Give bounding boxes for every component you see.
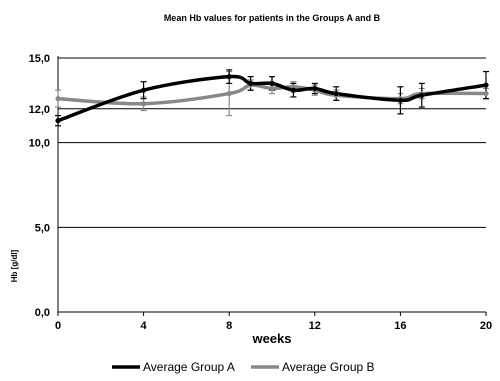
chart-title: Mean Hb values for patients in the Group… bbox=[164, 13, 381, 23]
data-point-group-a bbox=[483, 82, 489, 88]
data-point-group-a bbox=[269, 80, 275, 86]
x-axis-label: weeks bbox=[251, 331, 291, 346]
y-tick-labels: 0,0 5,0 10,0 12,0 15,0 bbox=[29, 53, 50, 319]
data-point-group-b bbox=[483, 90, 489, 97]
data-point-group-a bbox=[141, 87, 147, 93]
data-point-group-a bbox=[248, 80, 254, 86]
data-point-group-a bbox=[55, 118, 61, 124]
y-tick-label: 15,0 bbox=[29, 53, 50, 65]
y-axis-label: Hb [g/dl] bbox=[10, 249, 19, 282]
x-tick-label: 20 bbox=[480, 320, 492, 332]
data-point-group-a bbox=[419, 92, 425, 98]
x-tick-label: 12 bbox=[309, 320, 321, 332]
y-tick-label: 10,0 bbox=[29, 138, 50, 150]
x-tick-label: 0 bbox=[55, 320, 61, 332]
data-point-group-a bbox=[397, 97, 403, 103]
y-tick-label: 12,0 bbox=[29, 104, 50, 116]
data-point-group-b bbox=[226, 90, 232, 97]
grid-lines bbox=[58, 57, 486, 228]
data-points bbox=[55, 74, 489, 124]
data-point-group-b bbox=[55, 96, 61, 102]
x-tick-label: 8 bbox=[226, 320, 232, 332]
data-point-group-b bbox=[141, 101, 147, 107]
legend-label-group-b: Average Group B bbox=[282, 360, 375, 374]
legend-label-group-a: Average Group A bbox=[143, 360, 235, 374]
data-point-group-a bbox=[312, 85, 318, 92]
data-point-group-a bbox=[226, 74, 232, 80]
y-tick-label: 5,0 bbox=[35, 222, 50, 234]
x-tick-labels: 0 4 8 12 16 20 bbox=[55, 320, 492, 332]
y-tick-label: 0,0 bbox=[35, 307, 50, 319]
x-tick-label: 16 bbox=[394, 320, 406, 332]
data-point-group-a bbox=[333, 90, 339, 97]
data-point-group-a bbox=[290, 87, 296, 93]
data-point-group-b bbox=[269, 85, 275, 92]
legend: Average Group A Average Group B bbox=[112, 360, 375, 374]
x-tick-label: 4 bbox=[141, 320, 148, 332]
